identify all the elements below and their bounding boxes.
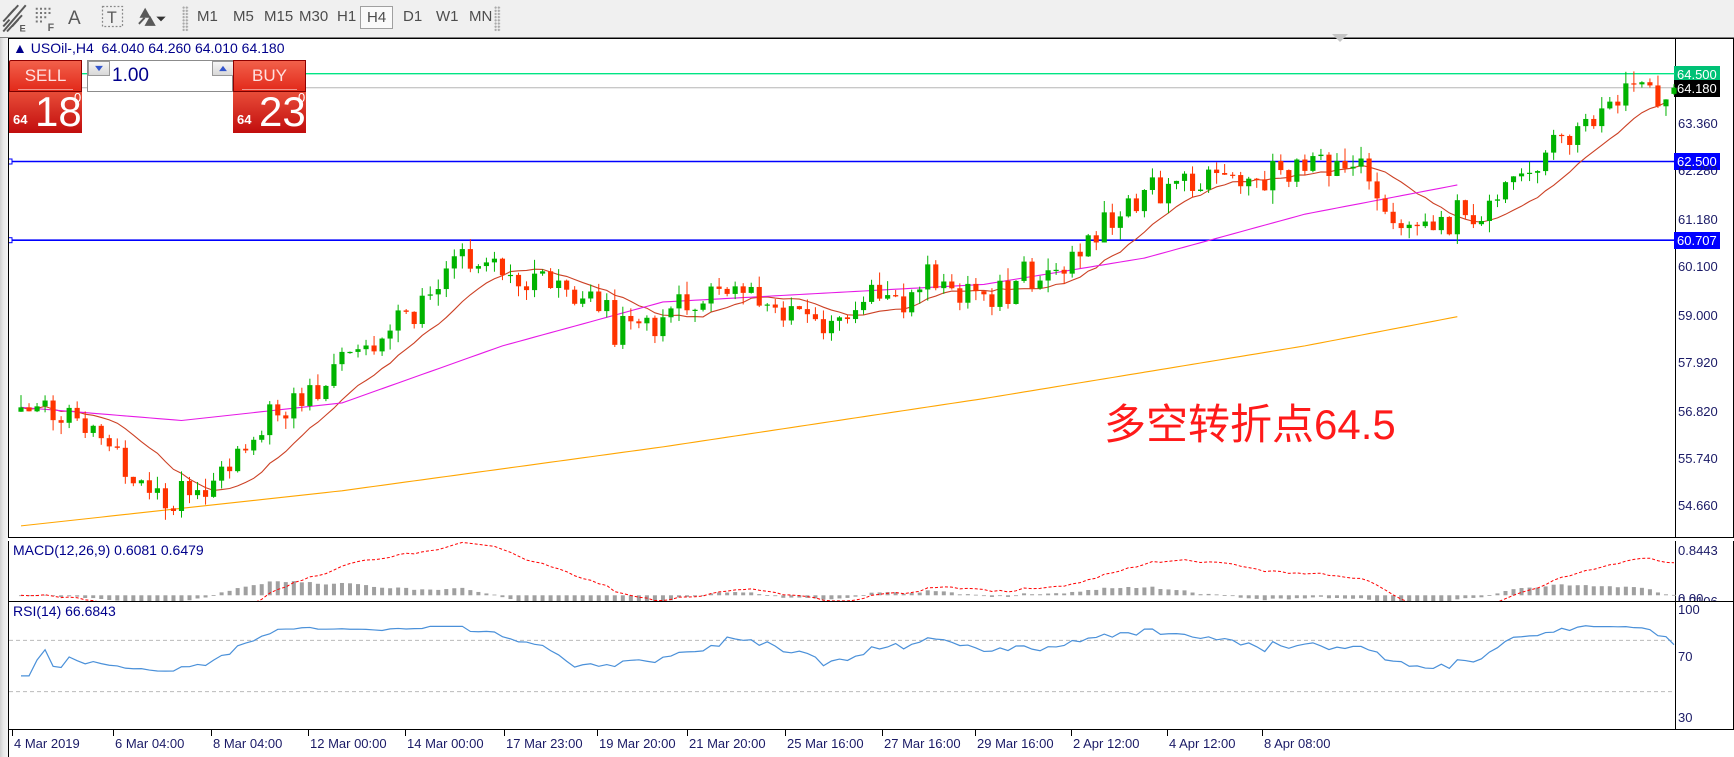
svg-text:T: T — [107, 9, 117, 27]
svg-text:E: E — [20, 24, 26, 34]
svg-text:多空转折点64.5: 多空转折点64.5 — [1104, 401, 1396, 448]
svg-text:F: F — [48, 22, 55, 34]
